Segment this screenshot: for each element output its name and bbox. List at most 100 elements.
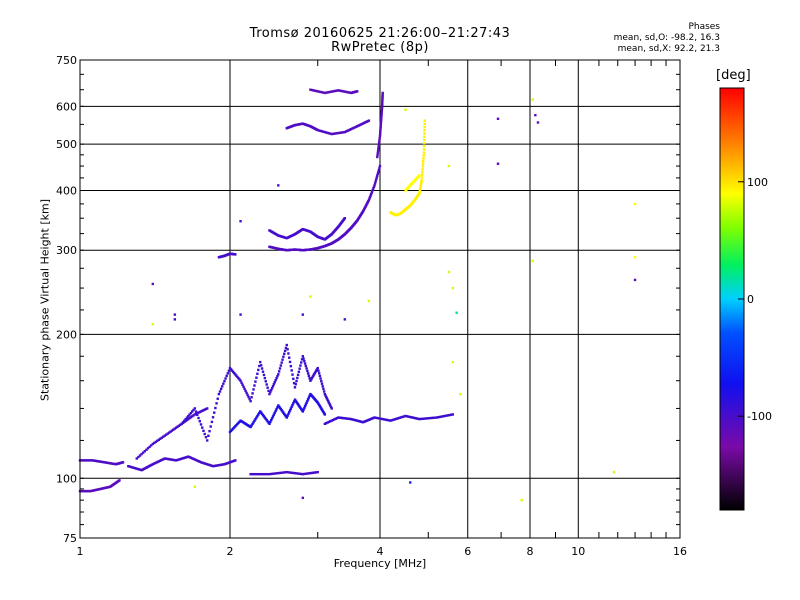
echo-point	[191, 410, 194, 413]
echo-point	[377, 168, 381, 172]
echo-point	[250, 396, 253, 399]
echo-point	[633, 202, 637, 206]
echo-point	[531, 259, 534, 263]
echo-point	[348, 91, 352, 94]
colorbar-tick-label: 0	[747, 293, 754, 306]
echo-point	[346, 90, 349, 94]
echo-point	[309, 471, 312, 475]
echo-point	[325, 397, 329, 400]
echo-point	[333, 89, 336, 93]
echo-point	[262, 415, 266, 418]
echo-point	[263, 376, 267, 380]
echo-point	[343, 318, 347, 321]
echo-point	[324, 131, 328, 134]
echo-point	[81, 459, 84, 462]
echo-point	[440, 415, 443, 418]
echo-point	[157, 460, 161, 463]
echo-point	[355, 419, 359, 422]
echo-point	[348, 128, 351, 131]
echo-point	[309, 378, 313, 381]
echo-point	[348, 417, 352, 421]
echo-point	[612, 470, 616, 474]
echo-point	[379, 124, 382, 127]
echo-point	[377, 145, 380, 148]
echo-point	[281, 410, 284, 413]
echo-point	[290, 405, 293, 409]
echo-point	[196, 459, 199, 462]
echo-point	[378, 136, 381, 140]
echo-point	[210, 420, 214, 424]
echo-point	[455, 311, 458, 314]
echo-point	[286, 348, 289, 351]
echo-point	[132, 466, 135, 469]
echo-point	[276, 471, 280, 475]
echo-point	[331, 132, 335, 136]
echo-point	[155, 461, 158, 464]
echo-point	[271, 472, 275, 475]
echo-point	[338, 416, 341, 419]
echo-point	[187, 414, 190, 418]
echo-point	[372, 187, 375, 190]
echo-point	[282, 471, 285, 474]
echo-point	[419, 184, 423, 187]
echo-point	[192, 457, 195, 461]
echo-point	[342, 416, 345, 420]
echo-point	[319, 90, 322, 94]
echo-point	[430, 416, 433, 420]
echo-point	[319, 377, 322, 380]
echo-point	[418, 190, 421, 194]
echo-point	[87, 459, 91, 462]
echo-point	[380, 113, 383, 117]
echo-point	[420, 176, 424, 179]
echo-point	[187, 417, 190, 421]
echo-point	[196, 412, 199, 415]
y-tick-label: 300	[56, 244, 77, 257]
echo-point	[393, 418, 397, 421]
echo-point	[180, 422, 183, 426]
echo-point	[234, 459, 237, 462]
echo-point	[204, 436, 208, 439]
echo-point	[389, 419, 392, 422]
echo-point	[194, 458, 198, 462]
echo-point	[209, 464, 212, 467]
echo-point	[185, 455, 189, 459]
echo-point	[309, 88, 312, 91]
echo-point	[316, 470, 319, 474]
echo-point	[264, 417, 267, 421]
echo-point	[135, 467, 138, 470]
echo-point	[371, 190, 374, 193]
echo-point	[312, 374, 315, 377]
echo-point	[273, 472, 276, 475]
echo-point	[201, 461, 204, 464]
echo-point	[447, 270, 451, 274]
echo-point	[204, 407, 208, 411]
echo-point	[294, 382, 297, 386]
echo-point	[408, 415, 411, 419]
echo-point	[327, 90, 331, 94]
echo-point	[339, 131, 343, 134]
echo-point	[323, 422, 327, 426]
echo-point	[270, 418, 273, 422]
echo-point	[421, 162, 425, 165]
echo-point	[82, 459, 85, 462]
echo-point	[329, 404, 332, 407]
echo-point	[286, 414, 289, 417]
echo-point	[217, 392, 221, 396]
echo-point	[156, 460, 159, 464]
echo-point	[422, 151, 426, 154]
echo-point	[367, 119, 371, 122]
echo-point	[288, 356, 291, 359]
echo-point	[379, 122, 383, 125]
echo-point	[378, 417, 381, 420]
echo-point	[426, 417, 430, 420]
echo-point	[418, 189, 422, 192]
echo-point	[448, 413, 451, 417]
echo-point	[284, 415, 288, 418]
echo-point	[302, 408, 305, 411]
echo-point	[148, 445, 151, 449]
echo-point	[447, 164, 451, 168]
x-axis-label: Frequency [MHz]	[333, 557, 427, 570]
echo-point	[317, 90, 321, 93]
echo-point	[85, 459, 88, 462]
echo-point	[420, 179, 423, 182]
